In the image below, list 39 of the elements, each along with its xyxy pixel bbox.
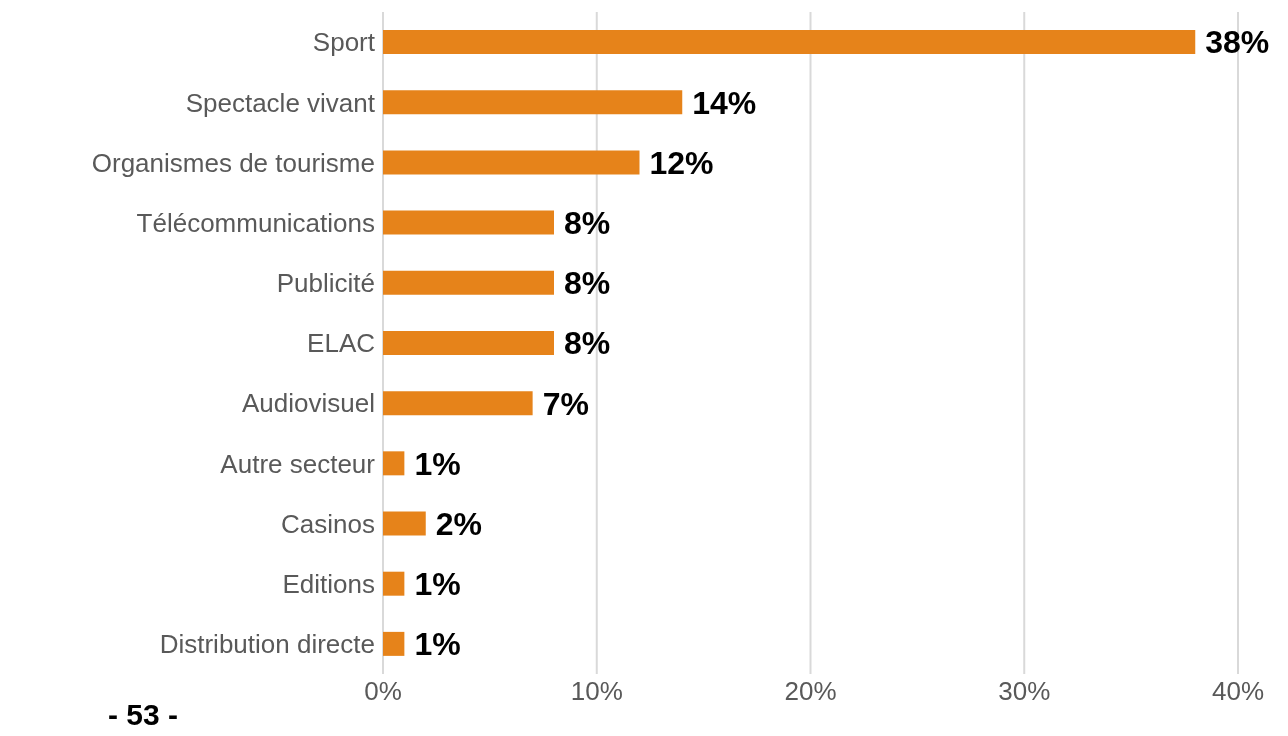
x-tick-label: 20% (784, 676, 837, 707)
data-label: 7% (542, 385, 589, 422)
bar (383, 571, 405, 596)
x-tick-label: 40% (1211, 676, 1265, 707)
y-tick-label: Télécommunications (136, 207, 375, 238)
data-label: 1% (414, 445, 461, 482)
bar (383, 631, 405, 656)
y-tick-label: ELAC (307, 328, 375, 359)
bar (383, 30, 1196, 55)
bar (383, 210, 554, 235)
bar (383, 511, 426, 536)
y-tick-label: Distribution directe (159, 629, 375, 660)
bar (383, 90, 683, 115)
y-tick-label: Autre secteur (220, 448, 376, 479)
x-tick-label: 0% (364, 676, 402, 707)
bar (383, 391, 533, 416)
y-tick-label: Casinos (281, 508, 375, 539)
data-label: 14% (692, 84, 757, 121)
y-tick-label: Organismes de tourisme (91, 147, 375, 178)
data-label: 8% (564, 204, 611, 241)
y-tick-label: Spectacle vivant (185, 87, 376, 118)
y-tick-label: Publicité (276, 268, 375, 299)
data-label: 1% (414, 566, 461, 603)
text: - 53 - (108, 698, 179, 732)
data-label: 38% (1205, 24, 1270, 61)
data-label: 12% (649, 144, 714, 181)
data-label: 8% (564, 265, 611, 302)
y-tick-label: Sport (312, 27, 376, 58)
bar (383, 330, 554, 355)
x-tick-label: 30% (998, 676, 1051, 707)
data-label: 1% (414, 626, 461, 663)
bar (383, 150, 640, 175)
y-tick-label: Editions (282, 568, 375, 599)
data-label: 8% (564, 325, 611, 362)
bar (383, 270, 554, 295)
bar (383, 451, 405, 476)
y-tick-label: Audiovisuel (242, 388, 375, 419)
x-tick-label: 10% (570, 676, 623, 707)
data-label: 2% (435, 505, 482, 542)
